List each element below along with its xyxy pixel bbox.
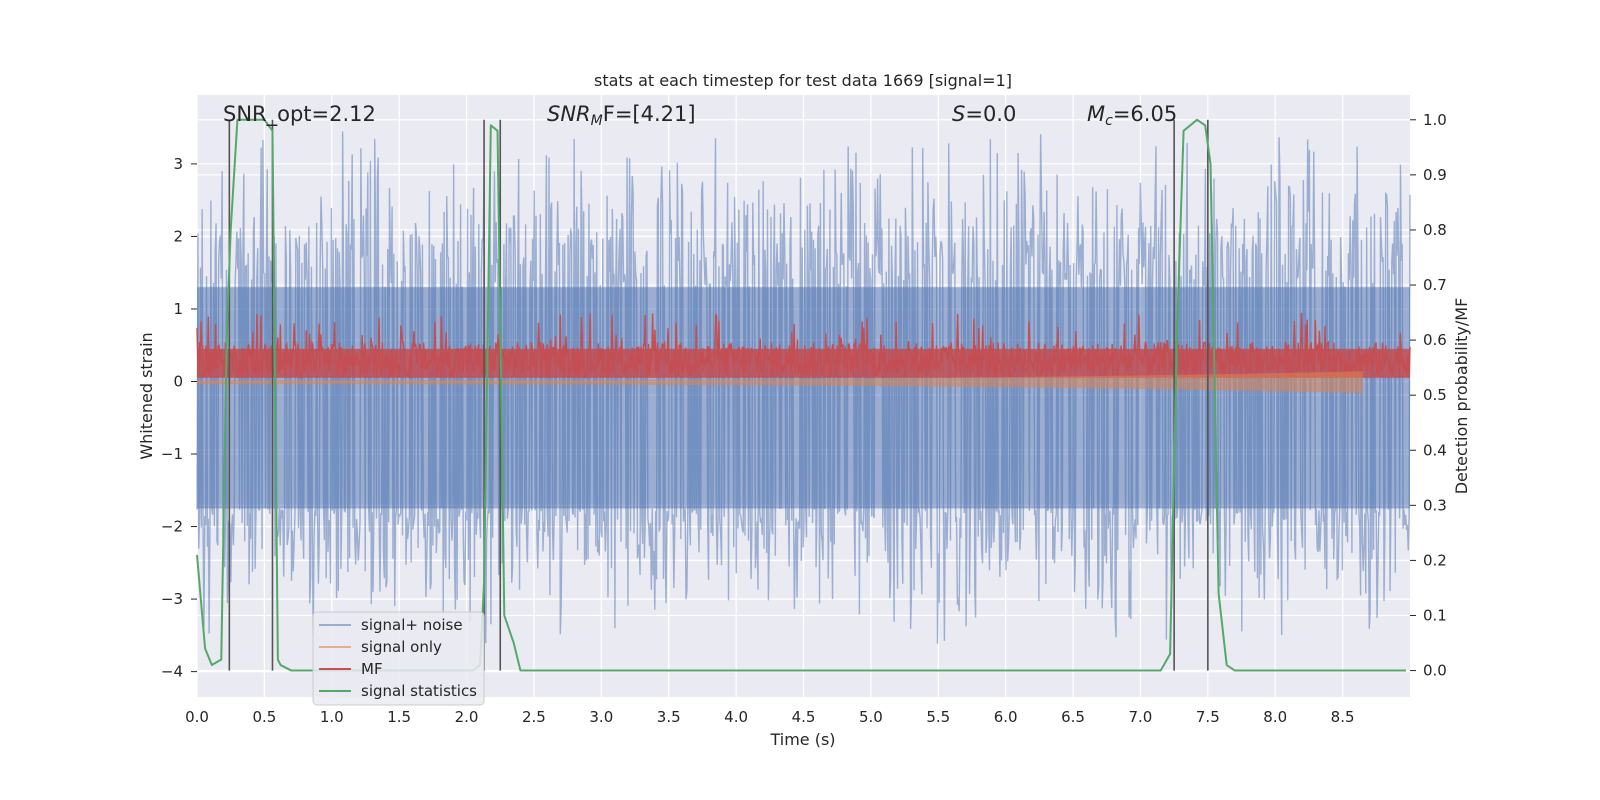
annotation-s: S=0.0 bbox=[952, 102, 1016, 126]
y2-tick-label: 0.6 bbox=[1423, 331, 1447, 349]
annotation-snr-opt: SNR_opt=2.12 bbox=[223, 102, 376, 127]
y-tick-label: −1 bbox=[161, 445, 183, 463]
y-tick-label: 0 bbox=[173, 372, 183, 390]
annotation-mc: Mc=6.05 bbox=[1087, 102, 1177, 129]
snr-mf-rest: F=[4.21] bbox=[603, 102, 696, 126]
s-base: S bbox=[952, 102, 965, 126]
signal-only-envelope bbox=[197, 371, 1363, 394]
y-axis-right-label: Detection probability/MF bbox=[1452, 298, 1471, 495]
y2-tick-label: 0.2 bbox=[1423, 551, 1447, 569]
signal-only-series bbox=[197, 371, 1363, 394]
mc-rest: =6.05 bbox=[1113, 102, 1177, 126]
snr-mf-sub: M bbox=[591, 113, 603, 129]
legend-label-signal-noise: signal+ noise bbox=[361, 616, 463, 634]
y-tick-label: −3 bbox=[161, 590, 183, 608]
x-tick-label: 1.5 bbox=[387, 708, 411, 726]
x-tick-label: 7.0 bbox=[1129, 708, 1153, 726]
mc-sub: c bbox=[1105, 113, 1113, 129]
x-tick-label: 7.5 bbox=[1196, 708, 1220, 726]
y2-tick-label: 0.7 bbox=[1423, 276, 1447, 294]
x-tick-label: 8.0 bbox=[1263, 708, 1287, 726]
y2-tick-label: 0.5 bbox=[1423, 386, 1447, 404]
y2-tick-label: 0.4 bbox=[1423, 441, 1447, 459]
y-tick-label: 3 bbox=[173, 155, 183, 173]
x-tick-label: 5.0 bbox=[859, 708, 883, 726]
x-axis-label: Time (s) bbox=[769, 730, 835, 749]
x-tick-label: 4.5 bbox=[792, 708, 816, 726]
x-tick-label: 2.0 bbox=[455, 708, 479, 726]
x-tick-label: 5.5 bbox=[926, 708, 950, 726]
y-axis-label: Whitened strain bbox=[137, 332, 156, 459]
x-tick-label: 2.5 bbox=[522, 708, 546, 726]
annotation-snr-mf: SNRMF=[4.21] bbox=[547, 102, 696, 129]
y2-tick-label: 0.3 bbox=[1423, 496, 1447, 514]
x-tick-label: 1.0 bbox=[320, 708, 344, 726]
y2-tick-label: 0.0 bbox=[1423, 662, 1447, 680]
y2-tick-label: 0.8 bbox=[1423, 221, 1447, 239]
x-tick-label: 6.5 bbox=[1061, 708, 1085, 726]
x-tick-label: 6.0 bbox=[994, 708, 1018, 726]
y-tick-label: 1 bbox=[173, 300, 183, 318]
x-tick-label: 8.5 bbox=[1331, 708, 1355, 726]
y2-tick-label: 1.0 bbox=[1423, 111, 1447, 129]
legend-label-signal-only: signal only bbox=[361, 638, 442, 656]
legend: signal+ noise signal only MF signal stat… bbox=[312, 611, 485, 706]
x-tick-label: 0.5 bbox=[252, 708, 276, 726]
x-tick-label: 4.0 bbox=[724, 708, 748, 726]
mc-base: M bbox=[1087, 102, 1105, 126]
x-tick-label: 0.0 bbox=[185, 708, 209, 726]
y2-tick-label: 0.1 bbox=[1423, 606, 1447, 624]
legend-label-signal-statistics: signal statistics bbox=[361, 682, 477, 700]
x-tick-label: 3.0 bbox=[589, 708, 613, 726]
axis-layer: 0.0 0.5 1.0 1.5 2.0 2.5 3.0 3.5 4.0 4.5 5.0 5.5 6.0 6… bbox=[161, 111, 1447, 726]
y-tick-label: 2 bbox=[173, 227, 183, 245]
signal-statistics-line bbox=[196, 118, 1406, 672]
y-tick-label: −4 bbox=[161, 663, 183, 681]
y-tick-label: −2 bbox=[161, 518, 183, 536]
snr-mf-base: SNR bbox=[547, 102, 591, 126]
chart-title: stats at each timestep for test data 166… bbox=[594, 71, 1012, 90]
legend-label-mf: MF bbox=[361, 660, 383, 678]
signal-statistics-series bbox=[196, 118, 1406, 672]
x-tick-label: 3.5 bbox=[657, 708, 681, 726]
y2-tick-label: 0.9 bbox=[1423, 166, 1447, 184]
s-rest: =0.0 bbox=[965, 102, 1016, 126]
legend-box bbox=[312, 611, 485, 706]
